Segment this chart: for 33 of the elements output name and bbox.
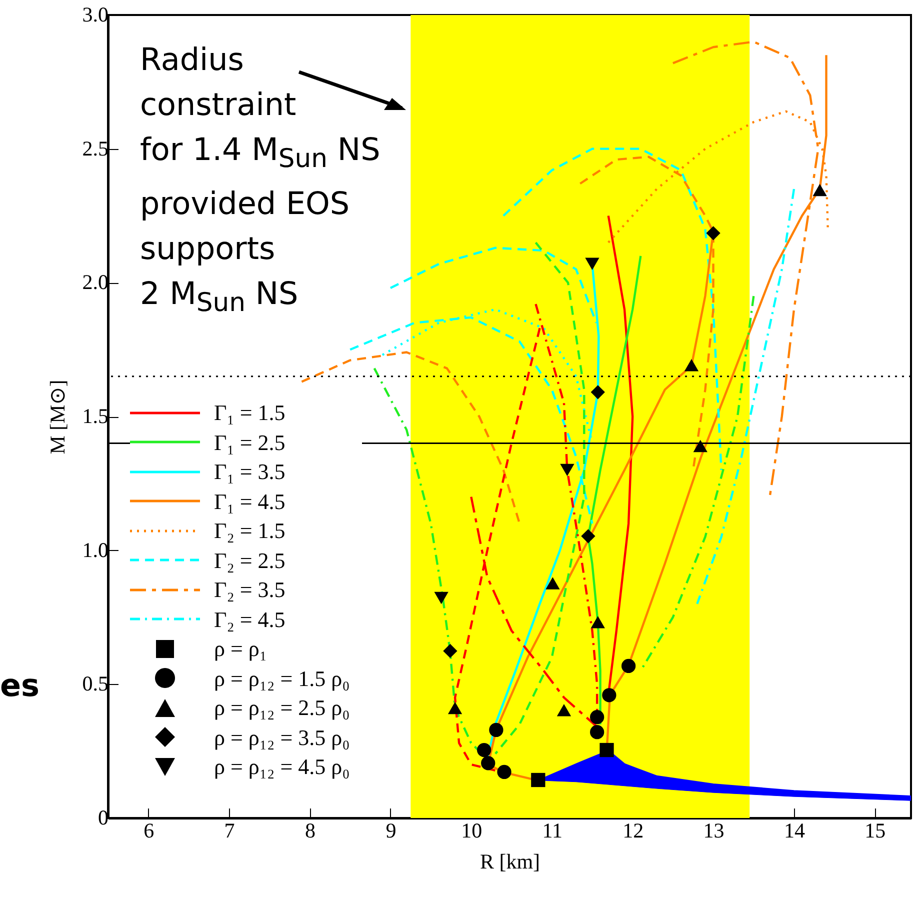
x-tick-label: 13 <box>703 818 724 842</box>
x-tick-label: 9 <box>386 818 396 842</box>
y-tick-label: 1.5 <box>82 404 108 428</box>
x-tick-label: 7 <box>224 818 235 842</box>
legend-label: Γ₂ = 3.5 <box>214 576 286 604</box>
y-tick-label: 3.0 <box>82 2 108 26</box>
y-tick-label: 2.5 <box>82 136 108 160</box>
x-tick-label: 11 <box>542 818 562 842</box>
legend-label: Γ₂ = 1.5 <box>214 517 286 545</box>
legend-label: ρ = ρ₁ <box>214 635 268 663</box>
y-tick-label: 1.0 <box>82 538 108 562</box>
y-tick-label: 0.5 <box>82 672 108 696</box>
y-tick-label: 2.0 <box>82 270 108 294</box>
text: es <box>0 668 40 704</box>
legend-label: ρ = ρ₁₂ = 4.5 ρ₀ <box>214 753 350 781</box>
legend-label: Γ₁ = 3.5 <box>214 458 286 486</box>
legend-label: Γ₁ = 1.5 <box>214 399 286 427</box>
x-tick-label: 15 <box>864 818 886 842</box>
legend-label: Γ₁ = 2.5 <box>214 428 286 456</box>
x-tick-label: 14 <box>784 818 806 842</box>
legend-label: ρ = ρ₁₂ = 1.5 ρ₀ <box>214 664 350 693</box>
legend-label: ρ = ρ₁₂ = 2.5 ρ₀ <box>214 694 350 722</box>
x-tick-label: 8 <box>305 818 316 842</box>
legend-label: Γ₁ = 4.5 <box>214 488 286 516</box>
y-axis-title: M [M⊙] <box>45 380 70 454</box>
x-axis-title: R [km] <box>480 850 540 874</box>
legend-label: ρ = ρ₁₂ = 3.5 ρ₀ <box>214 724 350 752</box>
legend-label: Γ₂ = 4.5 <box>214 606 286 634</box>
legend-label: Γ₂ = 2.5 <box>214 546 286 574</box>
text: Radius constraint for 1.4 M$_{Sun}$ NS provided EOS supports 2 M$_{Sun}$ NS <box>140 42 380 318</box>
x-tick-label: 10 <box>461 818 482 842</box>
x-tick-label: 6 <box>144 818 154 842</box>
x-tick-label: 12 <box>622 818 644 842</box>
